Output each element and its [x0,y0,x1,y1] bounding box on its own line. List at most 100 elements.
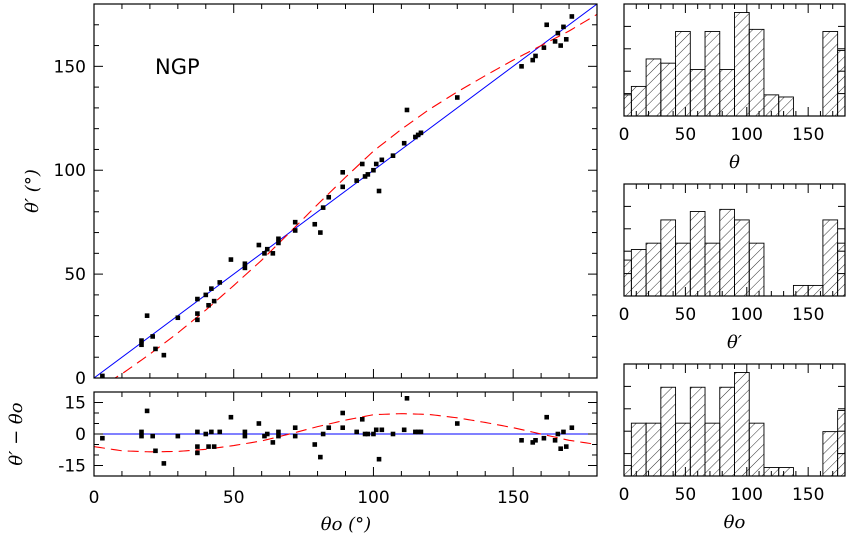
data-point [413,134,418,140]
data-point [318,230,323,235]
residual-point [530,440,536,445]
residual-point [161,461,167,466]
data-point [292,219,298,225]
data-point [217,280,223,285]
data-point [544,22,549,28]
data-point [292,228,298,233]
data-point [362,174,368,179]
histogram-bar [719,386,735,477]
data-point [175,315,181,321]
hist-theta-prime-x-tick-label: 0 [619,305,630,325]
histogram-bar [704,422,721,477]
residual-point [390,431,396,437]
histogram-bar [778,467,794,477]
data-point [376,188,382,194]
hist-theta-prime-x-tick-label: 50 [675,305,697,325]
histogram-bar [675,31,691,117]
main-y-tick-label: 150 [54,57,86,77]
residual-point [270,440,276,445]
residual-y-tick-label: 15 [64,394,86,414]
histogram-bar [630,85,647,117]
data-point [354,178,359,183]
histogram-bar [645,422,662,477]
histogram-bar [660,62,677,117]
residual-point [217,429,223,435]
data-point [211,298,217,304]
histogram-bar [778,96,794,117]
histogram-bar [719,208,735,297]
data-point [100,373,105,379]
histogram-bar [748,28,765,117]
hist-theta-x-tick-label: 50 [675,125,697,145]
histogram-bar [734,372,750,477]
residual-point [359,417,365,422]
data-point [228,257,234,262]
histogram-bar [822,219,839,297]
residual-point [312,442,318,447]
residual-point [100,435,105,441]
residual-point [276,433,281,439]
histogram-bar [837,410,846,477]
data-point [276,236,281,242]
x-tick-label: 100 [357,488,389,508]
data-point [144,313,150,318]
data-point [264,246,270,252]
histogram-bar [630,249,647,297]
residual-point [552,438,558,443]
data-point [262,251,267,256]
data-point [555,30,561,36]
residual-point [139,433,144,439]
hist-theta-o-x-tick-label: 50 [675,485,697,505]
data-point [150,334,155,339]
hist-theta-prime-x-tick-label: 150 [792,305,824,325]
x-tick-label: 0 [89,488,100,508]
data-point [371,167,376,173]
data-point [373,161,379,167]
residual-point [242,433,248,439]
residual-point [569,425,575,430]
data-point [404,107,410,113]
data-point [242,261,248,267]
histogram-bar [623,259,632,297]
histogram-bar [748,242,765,297]
data-point [195,311,200,316]
residual-point [175,433,181,439]
residual-point [365,431,371,437]
data-point [418,130,424,136]
data-point [195,317,200,323]
histogram-bar [689,211,706,297]
data-point [256,242,262,248]
histogram-bar [734,219,750,297]
histogram-bar [660,386,677,477]
residual-point [195,429,200,435]
hist-theta-prime-x-tick-label: 100 [731,305,763,325]
main-panel: 0 50 100 150 NGP θ′ (°) [22,3,598,389]
residual-point [454,421,460,426]
residual-point [326,425,332,430]
residual-point [203,431,209,437]
data-point [563,37,569,42]
histogram-bar [704,242,721,297]
hist-theta-x-tick-label: 100 [731,125,763,145]
x-axis-label: θo (°) [321,514,371,535]
data-point [541,45,547,50]
data-point [203,292,209,298]
histogram-bar [623,94,632,117]
residual-point [415,429,421,435]
residual-point [318,454,323,460]
histogram-bar [645,242,662,297]
data-point [415,132,421,138]
data-point [139,342,144,348]
x-tick-label: 50 [223,488,245,508]
data-point [206,302,211,308]
histogram-bar [660,219,677,297]
residual-point [139,429,144,435]
residual-point [256,421,262,426]
residual-point [206,444,211,449]
panel-annotation: NGP [155,55,200,79]
residual-point [401,427,407,433]
histogram-bar [645,58,662,117]
residual-point [376,456,382,462]
data-point [312,221,318,227]
